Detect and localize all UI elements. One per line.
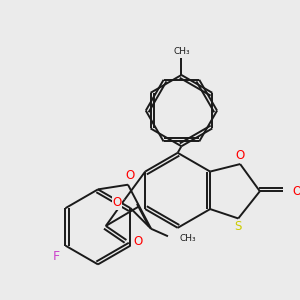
Text: S: S xyxy=(235,220,242,233)
Text: O: O xyxy=(133,236,142,248)
Text: O: O xyxy=(125,169,134,182)
Text: O: O xyxy=(293,185,300,198)
Text: CH₃: CH₃ xyxy=(173,47,190,56)
Text: F: F xyxy=(52,250,60,263)
Text: CH₃: CH₃ xyxy=(179,234,196,243)
Text: O: O xyxy=(236,149,245,162)
Text: O: O xyxy=(112,196,122,209)
